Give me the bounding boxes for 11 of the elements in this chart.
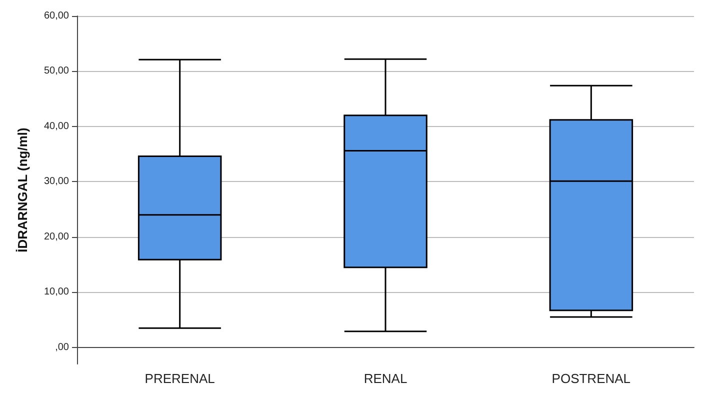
y-tick-label: 30,00 <box>44 176 70 188</box>
y-axis-title: İDRARNGAL (ng/ml) <box>15 128 30 252</box>
x-tick-label: PRERENAL <box>144 371 215 386</box>
y-tick-label: 50,00 <box>44 66 70 77</box>
x-tick-label: POSTRENAL <box>552 371 631 386</box>
y-tick-label: ,00 <box>55 342 70 353</box>
x-tick-label: RENAL <box>364 371 408 386</box>
y-tick-label: 60,00 <box>44 10 70 22</box>
y-tick-label: 20,00 <box>44 231 70 242</box>
y-tick-label: 10,00 <box>44 286 70 298</box>
y-tick-label: 40,00 <box>44 120 70 132</box>
